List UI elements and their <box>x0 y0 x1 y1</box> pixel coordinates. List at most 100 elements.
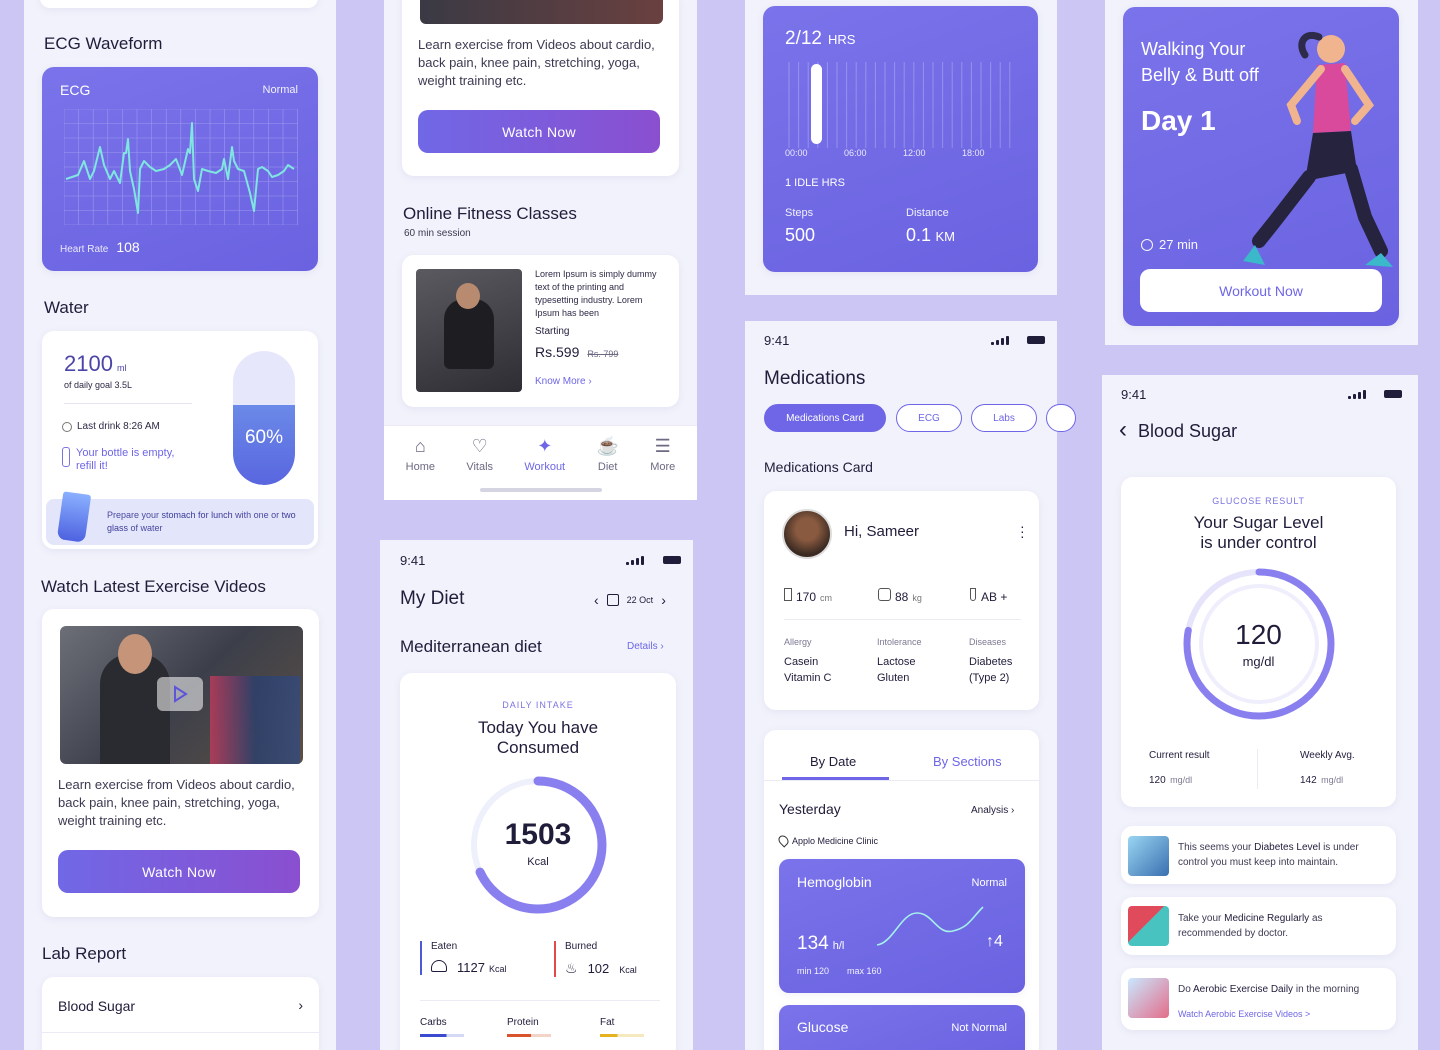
videos-section-title: Watch Latest Exercise Videos <box>41 577 266 596</box>
tip-diabetes-post: is under control you must keep into main… <box>1178 842 1359 868</box>
patient-card: Hi, Sameer · · · 170 cm 88 kg AB + Allergy… <box>764 491 1039 710</box>
video-thumbnail-top[interactable] <box>420 0 663 24</box>
kcal-unit: Kcal <box>527 856 549 868</box>
ruler-icon <box>784 588 792 601</box>
heart-rate-label: Heart Rate <box>60 244 109 255</box>
video-bg-people <box>210 676 300 764</box>
burned-value: 102 <box>587 961 610 976</box>
ecg-label: ECG <box>60 82 91 98</box>
water-level-pill: 60% <box>233 351 295 485</box>
heart-rate: Heart Rate 108 <box>60 239 140 255</box>
eaten-unit: Kcal <box>488 964 507 974</box>
nav-item-home[interactable]: ⌂ Home <box>406 436 435 473</box>
height-value: 170 <box>796 590 817 604</box>
flame-icon: ♨ <box>565 960 578 976</box>
lab-item-blood-sugar[interactable]: Blood Sugar › <box>42 977 319 1033</box>
video-thumbnail[interactable] <box>60 626 303 764</box>
yesterday-label: Yesterday <box>779 801 841 817</box>
workout-title-2: Belly & Butt off <box>1141 65 1259 85</box>
ecg-card[interactable]: ECG Normal Heart Rate 108 <box>42 67 318 271</box>
disease-1: Diabetes <box>969 656 1013 668</box>
video-card-top: Learn exercise from Videos about cardio,… <box>402 0 679 176</box>
patient-greeting: Hi, Sameer <box>844 523 920 540</box>
weekly-avg-value: 142 <box>1300 775 1317 786</box>
chip-ecg[interactable]: ECG <box>896 404 962 432</box>
activity-tick-label: 00:00 <box>785 148 808 158</box>
watch-now-button[interactable]: Watch Now <box>58 850 300 893</box>
water-percent: 60% <box>244 427 284 448</box>
status-time-meds: 9:41 <box>764 333 790 348</box>
current-result-value: 120 <box>1149 775 1166 786</box>
activity-bar-active <box>811 64 822 144</box>
analysis-link[interactable]: Analysis › <box>971 805 1015 816</box>
lab-item-label: Blood Sugar <box>58 998 136 1014</box>
sugar-ring <box>1183 568 1335 720</box>
burned-unit: Kcal <box>619 965 637 975</box>
glucose-card[interactable]: Glucose Not Normal <box>779 1005 1025 1050</box>
patient-divider <box>784 619 1021 620</box>
chevron-right-icon[interactable]: › <box>661 592 666 608</box>
tip-aerobic-bold: Aerobic Exercise Daily <box>1193 984 1294 995</box>
status-time: 9:41 <box>400 553 426 568</box>
daily-intake-card: DAILY INTAKE Today You have Consumed 150… <box>400 673 676 1050</box>
fitness-class-card[interactable]: Lorem Ipsum is simply dummy text of the … <box>402 255 679 407</box>
ecg-waveform-line <box>65 122 295 214</box>
tab-by-date[interactable]: By Date <box>810 754 857 769</box>
hemoglobin-card[interactable]: Hemoglobin Normal 134 h/l ↑4 min 120 max… <box>779 859 1025 993</box>
watch-now-button-top[interactable]: Watch Now <box>418 110 660 153</box>
sugar-ring-progress <box>1183 568 1335 720</box>
sugar-ring-inner <box>1199 584 1319 704</box>
patient-avatar <box>782 509 832 559</box>
play-icon <box>174 685 188 703</box>
eaten-stat: Eaten 1127 Kcal <box>420 941 506 975</box>
chip-medications-card[interactable]: Medications Card <box>764 404 886 432</box>
distance-label: Distance <box>906 207 949 219</box>
heart-pulse-icon: ♡ <box>471 436 488 456</box>
sugar-headline-1: Your Sugar Level <box>1193 513 1324 532</box>
water-tip-text: Prepare your stomach for lunch with one … <box>107 509 302 535</box>
weight-value: 88 <box>895 590 909 604</box>
allergy-block: Allergy Casein Vitamin C <box>784 637 831 684</box>
macro-fat-bar <box>600 1034 644 1037</box>
details-link[interactable]: Details › <box>627 641 664 652</box>
date-picker[interactable]: ‹ 22 Oct › <box>594 592 666 608</box>
calendar-icon <box>606 594 619 606</box>
blood-sugar-title: Blood Sugar <box>1138 421 1238 441</box>
back-button[interactable]: ‹ <box>1119 416 1127 443</box>
bottle-icon <box>62 447 70 467</box>
class-image <box>416 269 522 392</box>
top-card-stub <box>40 0 318 8</box>
nav-item-workout[interactable]: ✦ Workout <box>524 436 565 473</box>
eaten-label: Eaten <box>431 941 458 952</box>
diseases-label: Diseases <box>969 637 1007 647</box>
idle-hours: 1 IDLE HRS <box>785 177 845 189</box>
chevron-left-icon[interactable]: ‹ <box>594 592 599 608</box>
weight-stat: 88 kg <box>878 588 922 604</box>
lab-section-title: Lab Report <box>42 944 127 963</box>
ecg-status: Normal <box>262 84 298 96</box>
chip-overflow[interactable] <box>1046 404 1076 432</box>
class-athlete-head <box>456 283 480 309</box>
tip-medicine-text: Take your Medicine Regularly as recommen… <box>1178 911 1384 941</box>
chip-labs[interactable]: Labs <box>971 404 1037 432</box>
blood-group-value: AB + <box>981 590 1008 604</box>
disease-2: (Type 2) <box>969 672 1010 684</box>
nav-item-vitals[interactable]: ♡ Vitals <box>466 436 493 473</box>
bottom-nav: ⌂ Home ♡ Vitals ✦ Workout ☕ Diet ☰ More <box>384 425 697 500</box>
nav-item-diet[interactable]: ☕ Diet <box>596 436 618 473</box>
nav-label: Vitals <box>466 461 494 473</box>
tab-by-sections[interactable]: By Sections <box>933 754 1002 769</box>
play-button[interactable] <box>157 677 203 711</box>
glucose-name: Glucose <box>797 1019 849 1035</box>
battery-icon <box>663 556 681 564</box>
tip-diabetes-bold: Diabetes Level <box>1254 842 1321 853</box>
allergy-1: Casein <box>784 656 819 668</box>
macro-protein: Protein <box>507 1017 551 1037</box>
more-options-icon[interactable]: · · · <box>1020 518 1025 544</box>
lab-card: Blood Sugar › <box>42 977 319 1050</box>
tip-medicine-bold: Medicine Regularly <box>1224 913 1310 924</box>
nav-item-more[interactable]: ☰ More <box>650 436 675 473</box>
workout-now-button[interactable]: Workout Now <box>1140 269 1382 312</box>
know-more-link[interactable]: Know More › <box>535 376 592 387</box>
aerobic-videos-link[interactable]: Watch Aerobic Exercise Videos > <box>1178 1009 1311 1019</box>
